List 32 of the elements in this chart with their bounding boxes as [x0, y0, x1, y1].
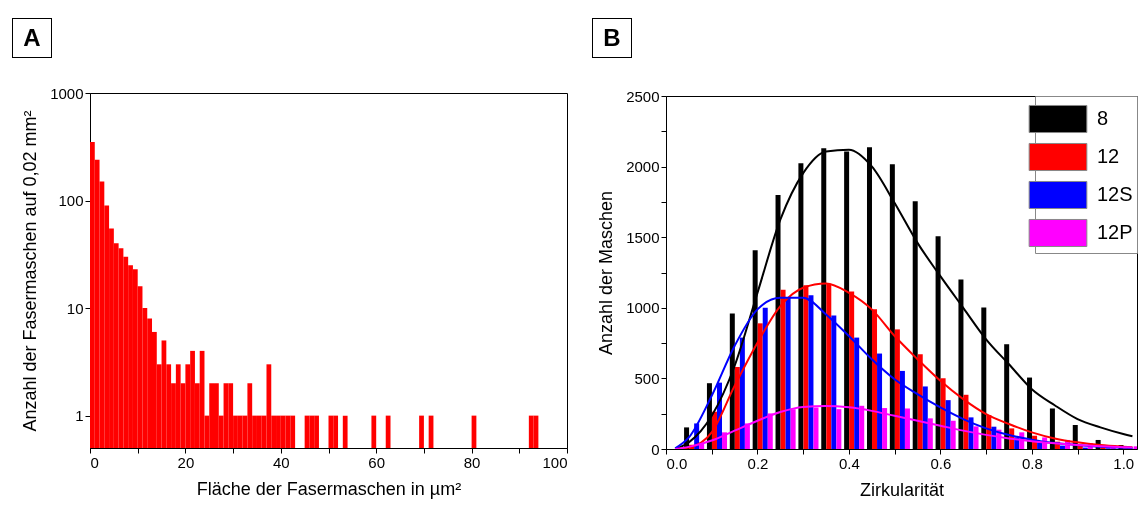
- x-tick-label: 0: [90, 453, 99, 471]
- legend-label: 12: [1097, 145, 1120, 167]
- y-tick-label: 100: [58, 192, 84, 210]
- x-tick-label: 0.0: [666, 454, 688, 472]
- x-tick-label: 60: [368, 453, 386, 471]
- text: B: [592, 18, 632, 58]
- text: A: [12, 18, 52, 58]
- x-axis-title: Fläche der Fasermaschen in µm²: [196, 478, 462, 499]
- y-tick-label: 1500: [626, 228, 660, 246]
- y-tick-label: 1: [75, 407, 84, 425]
- x-tick-label: 0.6: [930, 454, 952, 472]
- y-axis-title: Anzahl der Maschen: [596, 190, 617, 356]
- y-tick-label: 1000: [50, 84, 84, 102]
- legend-label: 12P: [1097, 221, 1133, 243]
- x-tick-label: 20: [177, 453, 195, 471]
- y-tick-label: 0: [651, 440, 660, 458]
- x-tick-label: 0.8: [1021, 454, 1043, 472]
- x-tick-label: 0.2: [747, 454, 769, 472]
- legend-label: 8: [1097, 107, 1109, 129]
- x-tick-label: 40: [272, 453, 290, 471]
- y-tick-label: 10: [66, 299, 84, 317]
- y-tick-label: 2500: [626, 87, 660, 105]
- x-tick-label: 0.4: [838, 454, 860, 472]
- x-tick-label: 80: [463, 453, 481, 471]
- y-tick-label: 1000: [626, 299, 660, 317]
- y-tick-label: 500: [634, 369, 660, 387]
- y-axis-title: Anzahl der Fasermaschen auf 0,02 mm²: [20, 110, 41, 432]
- y-tick-label: 2000: [626, 158, 660, 176]
- x-tick-label: 1.0: [1113, 454, 1135, 472]
- x-axis-title: Zirkularität: [859, 479, 945, 500]
- x-tick-label: 100: [542, 453, 568, 471]
- legend-label: 12S: [1097, 183, 1133, 205]
